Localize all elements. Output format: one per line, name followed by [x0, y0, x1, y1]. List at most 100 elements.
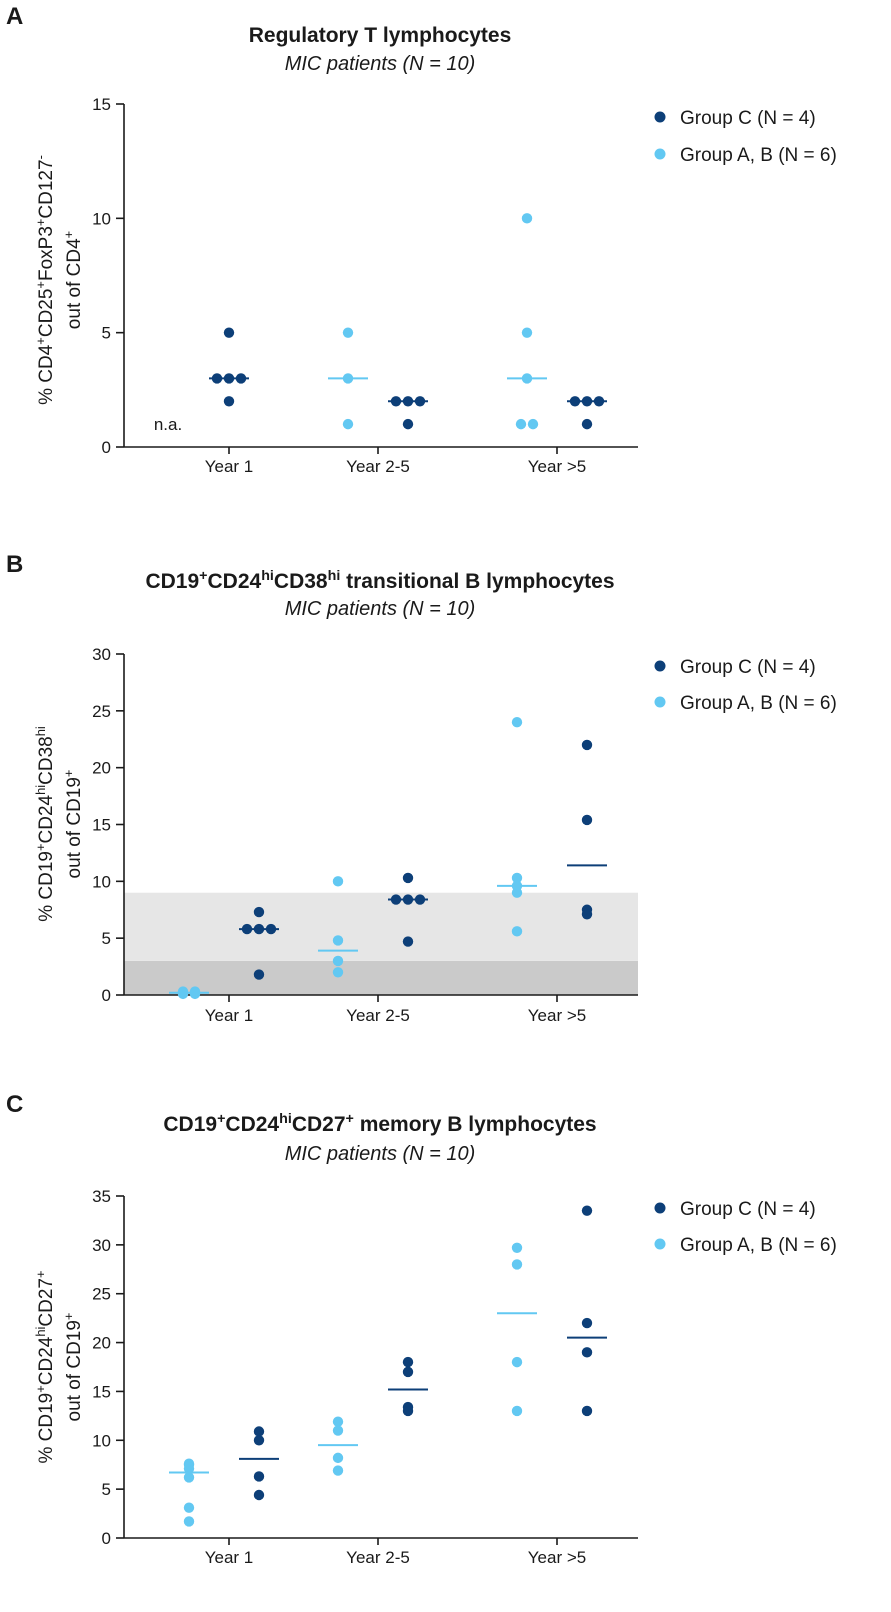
panel-c-group-ab-point: [511, 1259, 523, 1270]
panel-c-group-ab-point: [511, 1405, 523, 1417]
panel-c-y-label-part: CD27: [36, 1278, 57, 1327]
panel-b-letter: B: [6, 551, 23, 578]
panel-c-group-ab-point: [183, 1502, 195, 1513]
panel-b-y-tick-label: 25: [92, 702, 111, 721]
panel-c-y-tick-label: 25: [92, 1285, 111, 1304]
panel-b-group-ab-point: [511, 926, 523, 937]
panel-a-y-label-part: out of CD4: [64, 238, 85, 329]
panel-b-y-label-line1: % CD19+CD24hiCD38hi: [33, 726, 58, 922]
panel-a-y-label-part: +: [61, 231, 76, 239]
panel-a-y-label-part: -: [33, 155, 48, 159]
panel-c-legend-marker-group-c: [654, 1202, 666, 1214]
panel-b-y-label-part: CD24: [36, 794, 57, 843]
panel-a-group-c-point: [223, 396, 235, 407]
panel-c-x-tick-label: Year 2-5: [346, 1548, 410, 1567]
panel-a-group-ab-point: [342, 327, 354, 338]
panel-a-group-c-point: [223, 327, 235, 338]
panel-c-group-c-point: [253, 1435, 265, 1446]
panel-a-group-ab-point: [342, 418, 354, 430]
panel-a-y-tick-label: 5: [102, 324, 111, 343]
panel-b-y-label-part: +: [33, 843, 48, 851]
panel-c-group-ab-point: [332, 1416, 344, 1427]
panel-c-title-part: +: [346, 1111, 354, 1127]
panel-c-y-tick-label: 0: [102, 1529, 111, 1548]
panel-b-y-label-line2: out of CD19+: [61, 770, 86, 879]
panel-c-group-c-point: [581, 1405, 593, 1417]
panel-a-y-label-line1: % CD4+CD25+FoxP3+CD127-: [33, 155, 58, 405]
panel-b-y-label-part: hi: [33, 726, 48, 736]
panel-c-group-ab-point: [183, 1516, 195, 1527]
panel-a-y-label-part: +: [33, 219, 48, 227]
panel-b-group-c-point: [253, 906, 265, 918]
panel-c-y-label-part: out of CD19: [64, 1320, 85, 1421]
panel-a-legend-label-group-ab: Group A, B (N = 6): [680, 145, 837, 166]
panel-b-x-tick-label: Year >5: [528, 1006, 586, 1025]
panel-a-letter: A: [6, 3, 23, 30]
panel-b-y-label-part: out of CD19: [64, 777, 85, 878]
panel-c-group-ab-point: [183, 1463, 195, 1474]
panel-a-y-tick-label: 0: [102, 438, 111, 457]
panel-c-y-tick-label: 10: [92, 1431, 111, 1450]
panel-b-group-ab-point: [332, 876, 344, 887]
panel-c-group-ab-point: [332, 1452, 344, 1464]
panel-c-y-tick-label: 15: [92, 1382, 111, 1401]
panel-a-x-tick-label: Year 2-5: [346, 457, 410, 476]
panel-b-group-ab-point: [511, 717, 523, 728]
panel-b-title-part: CD38: [274, 570, 328, 593]
panel-c-y-tick-label: 30: [92, 1236, 111, 1255]
panel-a-y-tick-label: 10: [92, 209, 111, 228]
panel-a-legend-label-group-c: Group C (N = 4): [680, 108, 816, 129]
panel-c-letter: C: [6, 1091, 23, 1118]
panel-a-y-label-part: +: [33, 337, 48, 345]
panel-b-group-c-point: [581, 909, 593, 920]
panel-b-group-ab-point: [332, 967, 344, 978]
panel-c-title-part: memory B lymphocytes: [354, 1113, 597, 1136]
panel-b-group-c-point: [253, 969, 265, 980]
panel-b-group-ab-point: [332, 955, 344, 967]
panel-c-group-c-point: [581, 1205, 593, 1216]
panel-c-subtitle: MIC patients (N = 10): [285, 1143, 476, 1165]
panel-c-x-tick-label: Year 1: [205, 1548, 254, 1567]
panel-a-group-ab-point: [521, 213, 533, 224]
panel-b-reference-band: [124, 892, 638, 961]
panel-b-title-part: +: [199, 568, 207, 584]
panel-a-annotation: n.a.: [154, 415, 182, 434]
panel-c-legend-label-group-ab: Group A, B (N = 6): [680, 1235, 837, 1256]
panel-b-title-part: transitional B lymphocytes: [340, 570, 614, 593]
panel-b-y-label-part: CD38: [36, 736, 57, 785]
panel-b-x-tick-label: Year 2-5: [346, 1006, 410, 1025]
panel-a-group-ab-point: [515, 418, 527, 430]
panel-c-title-part: CD19: [163, 1113, 217, 1136]
panel-a-legend-marker-group-ab: [654, 148, 666, 160]
panel-c-title: CD19+CD24hiCD27+ memory B lymphocytes: [163, 1111, 596, 1136]
panel-a-y-label-line2: out of CD4+: [61, 231, 86, 329]
panel-a-x-tick-label: Year >5: [528, 457, 586, 476]
panel-c-y-label-part: +: [61, 1313, 76, 1321]
panel-b-y-label-part: % CD19: [36, 851, 57, 922]
panel-b-y-tick-label: 30: [92, 645, 111, 664]
panel-a-group-ab-point: [527, 418, 539, 430]
panel-c-group-c-point: [253, 1426, 265, 1437]
panel-b-legend-marker-group-c: [654, 660, 666, 672]
panel-c-y-label-line2: out of CD19+: [61, 1313, 86, 1422]
panel-c-legend-marker-group-ab: [654, 1238, 666, 1250]
panel-b-y-label-part: hi: [33, 785, 48, 795]
panel-a-y-tick-label: 15: [92, 95, 111, 114]
panel-a-group-c-point: [581, 418, 593, 430]
panel-c-title-part: +: [217, 1111, 225, 1127]
panel-b-legend-label-group-ab: Group A, B (N = 6): [680, 693, 837, 714]
panel-b-title-part: CD24: [208, 570, 262, 593]
panel-c-y-tick-label: 5: [102, 1480, 111, 1499]
panel-b-reference-band: [124, 960, 638, 995]
panel-c-y-tick-label: 35: [92, 1187, 111, 1206]
panel-b-title: CD19+CD24hiCD38hi transitional B lymphoc…: [145, 568, 614, 593]
panel-b-y-label-part: +: [61, 770, 76, 778]
panel-a-y-label-part: FoxP3: [36, 226, 57, 281]
panel-b-legend-label-group-c: Group C (N = 4): [680, 657, 816, 678]
panel-a-y-label-part: CD25: [36, 289, 57, 338]
panel-b-group-c-point: [402, 872, 414, 884]
panel-b-group-ab-point: [511, 872, 523, 884]
panel-a-group-ab-point: [521, 327, 533, 338]
panel-b-group-c-point: [581, 814, 593, 826]
